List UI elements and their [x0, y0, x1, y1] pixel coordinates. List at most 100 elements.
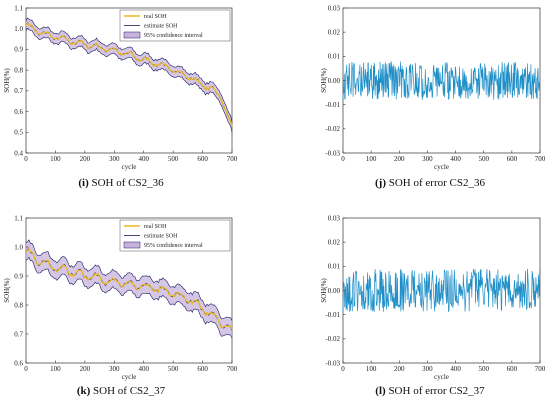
x-tick-label: 500	[478, 155, 489, 163]
x-tick-label: 600	[507, 365, 518, 373]
legend-swatch	[123, 241, 141, 249]
x-tick-label: 400	[138, 155, 149, 163]
x-tick-label: 700	[227, 155, 238, 163]
caption-text: SOH of CS2_37	[90, 385, 165, 397]
chart-k: real SOH estimate SOH 95% confidence inter…	[3, 214, 238, 397]
band-edge-dn	[25, 256, 233, 339]
caption-letter: (l)	[375, 385, 386, 397]
x-tick-label: 700	[535, 155, 546, 163]
confidence-band	[26, 17, 232, 133]
y-tick-label: 0.5	[14, 129, 23, 137]
plot-frame	[342, 7, 541, 154]
caption: (l) SOH of error CS2_37	[375, 385, 485, 397]
y-tick-label: 1.1	[14, 4, 23, 12]
x-tick-label: 100	[50, 365, 61, 373]
x-tick-label: 400	[450, 155, 461, 163]
x-axis-label: cycle	[122, 373, 137, 381]
y-tick-label: -0.03	[325, 149, 340, 157]
caption: (j) SOH of error CS2_36	[375, 177, 485, 189]
y-tick-label: 0.03	[328, 214, 341, 222]
y-axis-label: SOH(%)	[320, 278, 328, 303]
y-tick-label: 0.9	[14, 272, 23, 280]
y-tick-label: 0.00	[328, 287, 341, 295]
x-tick-label: 200	[80, 155, 91, 163]
y-axis-label: SOH(%)	[3, 68, 11, 93]
x-tick-label: 500	[478, 365, 489, 373]
y-tick-label: 0.7	[14, 87, 23, 95]
x-tick-label: 700	[535, 365, 546, 373]
y-tick-label: 1.0	[14, 25, 23, 33]
y-tick-label: -0.02	[325, 125, 340, 133]
band-edge-up	[25, 17, 233, 123]
y-tick-label: 0.8	[14, 66, 23, 74]
chart-i: real SOH estimate SOH 95% confidence inter…	[3, 4, 238, 189]
x-tick-label: 700	[227, 365, 238, 373]
x-tick-label: 100	[366, 365, 377, 373]
y-tick-label: -0.03	[325, 359, 340, 367]
y-tick-label: -0.01	[325, 101, 340, 109]
x-tick-label: 0	[341, 365, 345, 373]
x-tick-label: 100	[50, 155, 61, 163]
confidence-band	[26, 239, 232, 339]
y-tick-label: -0.02	[325, 335, 340, 343]
x-tick-label: 200	[80, 365, 91, 373]
y-tick-label: -0.01	[325, 311, 340, 319]
caption-text: SOH of CS2_36	[89, 177, 164, 189]
legend-label: real SOH	[144, 224, 167, 230]
y-tick-label: 0.6	[14, 359, 23, 367]
error-line	[342, 61, 541, 100]
legend-swatch	[123, 31, 141, 39]
x-tick-label: 0	[341, 155, 345, 163]
x-tick-label: 400	[450, 365, 461, 373]
legend-label: 95% confidence interval	[144, 32, 203, 39]
y-tick-label: 0.6	[14, 108, 23, 116]
x-axis-label: cycle	[434, 373, 449, 381]
x-tick-label: 600	[197, 365, 208, 373]
x-tick-label: 0	[24, 155, 28, 163]
y-tick-label: 0.00	[328, 77, 341, 85]
legend-label: 95% confidence interval	[144, 242, 203, 249]
y-tick-label: 0.9	[14, 46, 23, 54]
x-tick-label: 200	[394, 365, 405, 373]
x-axis-label: cycle	[122, 163, 137, 171]
legend-label: estimate SOH	[144, 24, 178, 30]
x-tick-label: 600	[197, 155, 208, 163]
caption-letter: (i)	[78, 177, 89, 189]
x-tick-label: 100	[366, 155, 377, 163]
caption-text: SOH of error CS2_36	[386, 177, 485, 189]
y-tick-label: 1.0	[14, 243, 23, 251]
caption-letter: (k)	[77, 385, 91, 397]
band-edge-up	[25, 239, 233, 321]
y-axis-label: SOH(%)	[320, 68, 328, 93]
x-tick-label: 300	[109, 365, 120, 373]
x-tick-label: 600	[507, 155, 518, 163]
x-tick-label: 500	[168, 365, 179, 373]
x-tick-label: 300	[109, 155, 120, 163]
x-tick-label: 200	[394, 155, 405, 163]
x-tick-label: 500	[168, 155, 179, 163]
legend-label: estimate SOH	[144, 234, 178, 240]
x-tick-label: 300	[422, 365, 433, 373]
y-tick-label: 0.7	[14, 330, 23, 338]
y-tick-label: 0.01	[328, 53, 341, 61]
band-edge-dn	[25, 27, 233, 133]
x-tick-label: 0	[24, 365, 28, 373]
x-axis-label: cycle	[434, 163, 449, 171]
y-tick-label: 0.8	[14, 301, 23, 309]
chart-j: 0 100 200 300 400 500 600 700 -0.03 -0.02 -0.01 0.0…	[320, 4, 546, 189]
caption-text: SOH of error CS2_37	[386, 385, 485, 397]
y-tick-label: 1.1	[14, 214, 23, 222]
caption-letter: (j)	[375, 177, 386, 189]
chart-l: 0 100 200 300 400 500 600 700 -0.03 -0.02 -0.01 0.0…	[320, 214, 546, 397]
real-soh-line	[25, 21, 233, 128]
legend-label: real SOH	[144, 14, 167, 20]
y-tick-label: 0.02	[328, 238, 341, 246]
y-tick-label: 0.03	[328, 4, 341, 12]
y-tick-label: 0.01	[328, 263, 341, 271]
real-soh-line	[25, 247, 233, 330]
caption: (i) SOH of CS2_36	[78, 177, 164, 189]
x-tick-label: 400	[138, 365, 149, 373]
x-tick-label: 300	[422, 155, 433, 163]
error-line	[342, 268, 541, 313]
